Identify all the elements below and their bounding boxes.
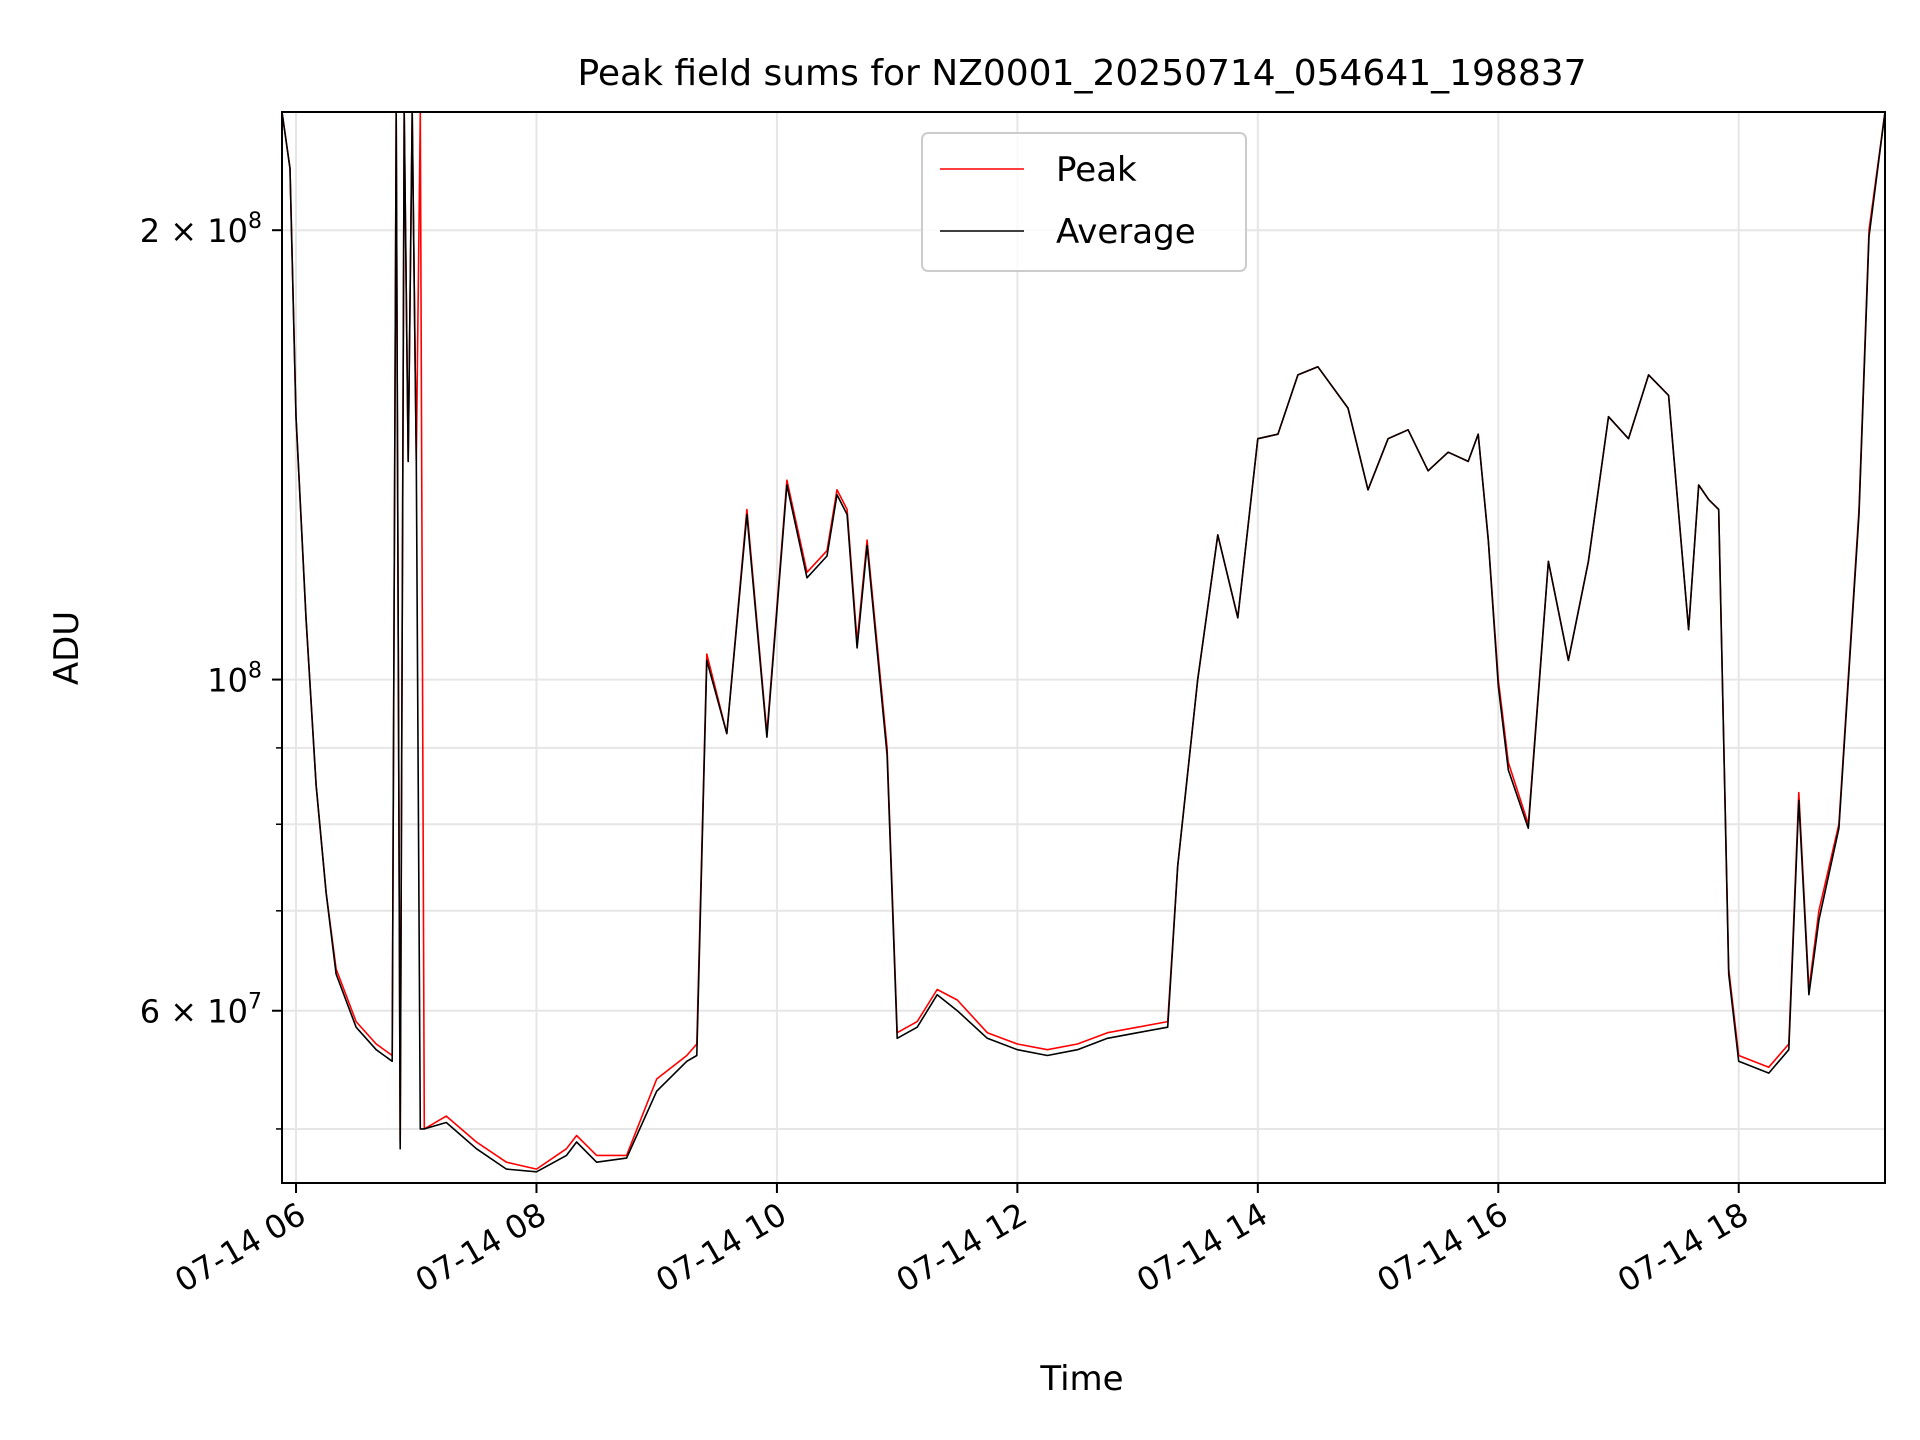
- legend-box: [921, 132, 1247, 272]
- x-axis-label: Time: [1039, 1359, 1123, 1399]
- legend-label: Average: [1056, 212, 1196, 252]
- legend-label: Peak: [1056, 150, 1137, 190]
- legend: Peak Average: [921, 132, 1247, 272]
- grid: [282, 112, 1885, 1183]
- y-tick-label: 6 × 107: [140, 990, 262, 1031]
- series-line-average: [282, 112, 1885, 1173]
- y-axis: 2 × 108 108 6 × 107: [140, 209, 282, 1130]
- chart-title: Peak field sums for NZ0001_20250714_0546…: [577, 53, 1586, 94]
- series-layer: [282, 112, 1885, 1173]
- y-tick-label: 2 × 108: [140, 209, 262, 250]
- y-axis-label: ADU: [47, 611, 87, 685]
- plot-frame: [281, 111, 1886, 1184]
- y-tick-label: 108: [207, 659, 262, 700]
